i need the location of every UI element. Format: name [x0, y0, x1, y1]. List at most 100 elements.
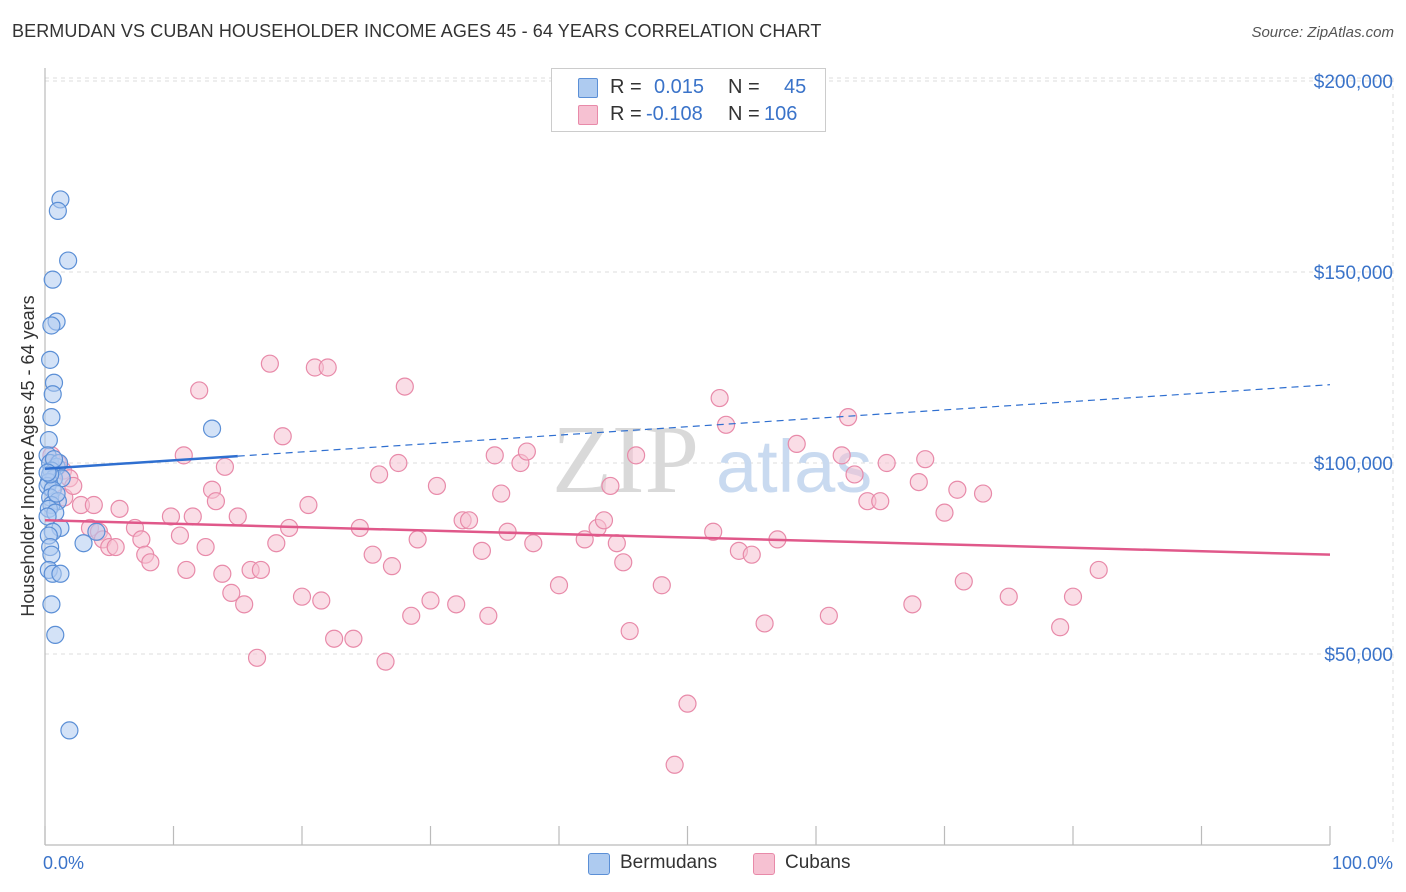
cubans-point: [652, 576, 671, 595]
cubans-point: [1063, 587, 1083, 606]
cubans-point: [517, 442, 536, 461]
cubans-point: [787, 434, 806, 453]
cubans-point: [382, 557, 402, 576]
tick-labels: $50,000 $100,000 $150,000 $200,000 0.0% 100.0…: [43, 72, 1393, 873]
trend-lines: [44, 384, 1331, 556]
n-label: N =: [728, 103, 760, 125]
y-axis-label: Householder Income Ages 45 - 64 years: [18, 295, 38, 616]
cubans-point: [485, 446, 504, 465]
cubans-point: [132, 530, 151, 549]
cubans-point: [755, 614, 774, 633]
cubans-trend-line: [44, 519, 1331, 556]
cubans-point: [999, 587, 1018, 606]
n-value: 45: [784, 76, 807, 98]
n-label: N =: [728, 76, 760, 98]
cubans-point: [206, 492, 226, 511]
cubans-point: [472, 541, 491, 560]
r-label: R =: [610, 76, 642, 98]
cubans-point: [916, 450, 935, 469]
cubans-point: [251, 560, 270, 580]
cubans-point: [363, 545, 382, 564]
cubans-point: [909, 473, 928, 492]
cubans-point: [110, 499, 129, 518]
legend-label: Bermudans: [620, 852, 718, 873]
bermudans-point: [74, 534, 93, 553]
cubans-point: [395, 377, 414, 396]
cubans-point: [678, 694, 697, 713]
cubans-point: [267, 534, 286, 553]
cubans-point: [106, 537, 125, 557]
bermudans-trend-line: [44, 454, 238, 470]
cubans-point: [325, 629, 344, 648]
cubans-point: [877, 453, 896, 473]
bermudans-point: [60, 721, 79, 740]
bermudans-point: [42, 316, 61, 335]
cubans-point: [601, 476, 620, 496]
cubans-point: [935, 503, 954, 522]
cubans-point: [492, 484, 511, 503]
cubans-point: [607, 534, 626, 553]
bermudans-point: [202, 419, 222, 438]
cubans-point: [421, 591, 440, 610]
y-tick-label: $200,000: [1314, 72, 1393, 93]
r-label: R =: [610, 103, 642, 125]
cubans-point: [228, 507, 247, 526]
chart-source: Source: ZipAtlas.com: [1251, 24, 1394, 41]
bermudans-point: [59, 251, 78, 270]
bermudans-point: [38, 463, 57, 482]
cubans-point: [177, 560, 196, 580]
watermark-zip: ZIP: [552, 406, 699, 514]
cubans-point: [620, 621, 639, 641]
bermudans-point: [42, 408, 61, 427]
chart-title: BERMUDAN VS CUBAN HOUSEHOLDER INCOME AGE…: [12, 21, 822, 41]
bermudans-swatch: [578, 78, 598, 98]
bermudans-point: [47, 484, 66, 503]
cubans-point: [299, 495, 318, 515]
cubans-point: [376, 652, 395, 671]
cubans-point: [318, 358, 337, 377]
bermudans-trend-extension: [237, 384, 1331, 457]
cubans-legend-swatch: [753, 853, 775, 875]
cubans-point: [183, 507, 202, 526]
cubans-point: [973, 484, 993, 503]
cubans-point: [954, 572, 973, 591]
cubans-point: [190, 381, 209, 400]
series-bermudans: [38, 190, 222, 740]
x-tick-label: 100.0%: [1332, 853, 1393, 873]
bermudans-point: [42, 545, 61, 564]
cubans-point: [447, 595, 466, 614]
n-value: 106: [764, 103, 798, 125]
legend-label: Cubans: [785, 852, 851, 873]
bermudans-point: [41, 350, 60, 369]
y-tick-label: $100,000: [1314, 454, 1393, 475]
cubans-point: [479, 606, 498, 625]
cubans-point: [344, 629, 363, 648]
bermudans-point: [87, 522, 106, 541]
cubans-point: [141, 553, 160, 572]
cubans-point: [161, 507, 181, 526]
stats-row-cubans: R = -0.108 N = 106: [552, 101, 825, 127]
cubans-point: [614, 553, 633, 572]
bermudans-point: [39, 430, 58, 450]
cubans-point: [549, 576, 569, 595]
cubans-point: [903, 595, 922, 614]
cubans-point: [427, 476, 447, 496]
cubans-point: [819, 606, 838, 625]
cubans-point: [948, 480, 967, 499]
cubans-point: [1051, 618, 1070, 637]
cubans-point: [292, 587, 312, 606]
bermudans-point: [42, 595, 61, 614]
cubans-point: [84, 495, 103, 515]
bermudans-point: [51, 564, 70, 583]
cubans-point: [832, 446, 851, 465]
cubans-point: [174, 446, 193, 465]
y-tick-label: $150,000: [1314, 263, 1393, 284]
cubans-point: [594, 511, 614, 530]
cubans-point: [1089, 560, 1108, 580]
cubans-point: [459, 511, 479, 530]
stats-row-bermudans: R = 0.015 N = 45: [552, 74, 825, 100]
bermudans-point: [48, 201, 67, 220]
cubans-point: [312, 591, 331, 610]
cubans-point: [871, 492, 890, 511]
cubans-point: [710, 388, 729, 408]
